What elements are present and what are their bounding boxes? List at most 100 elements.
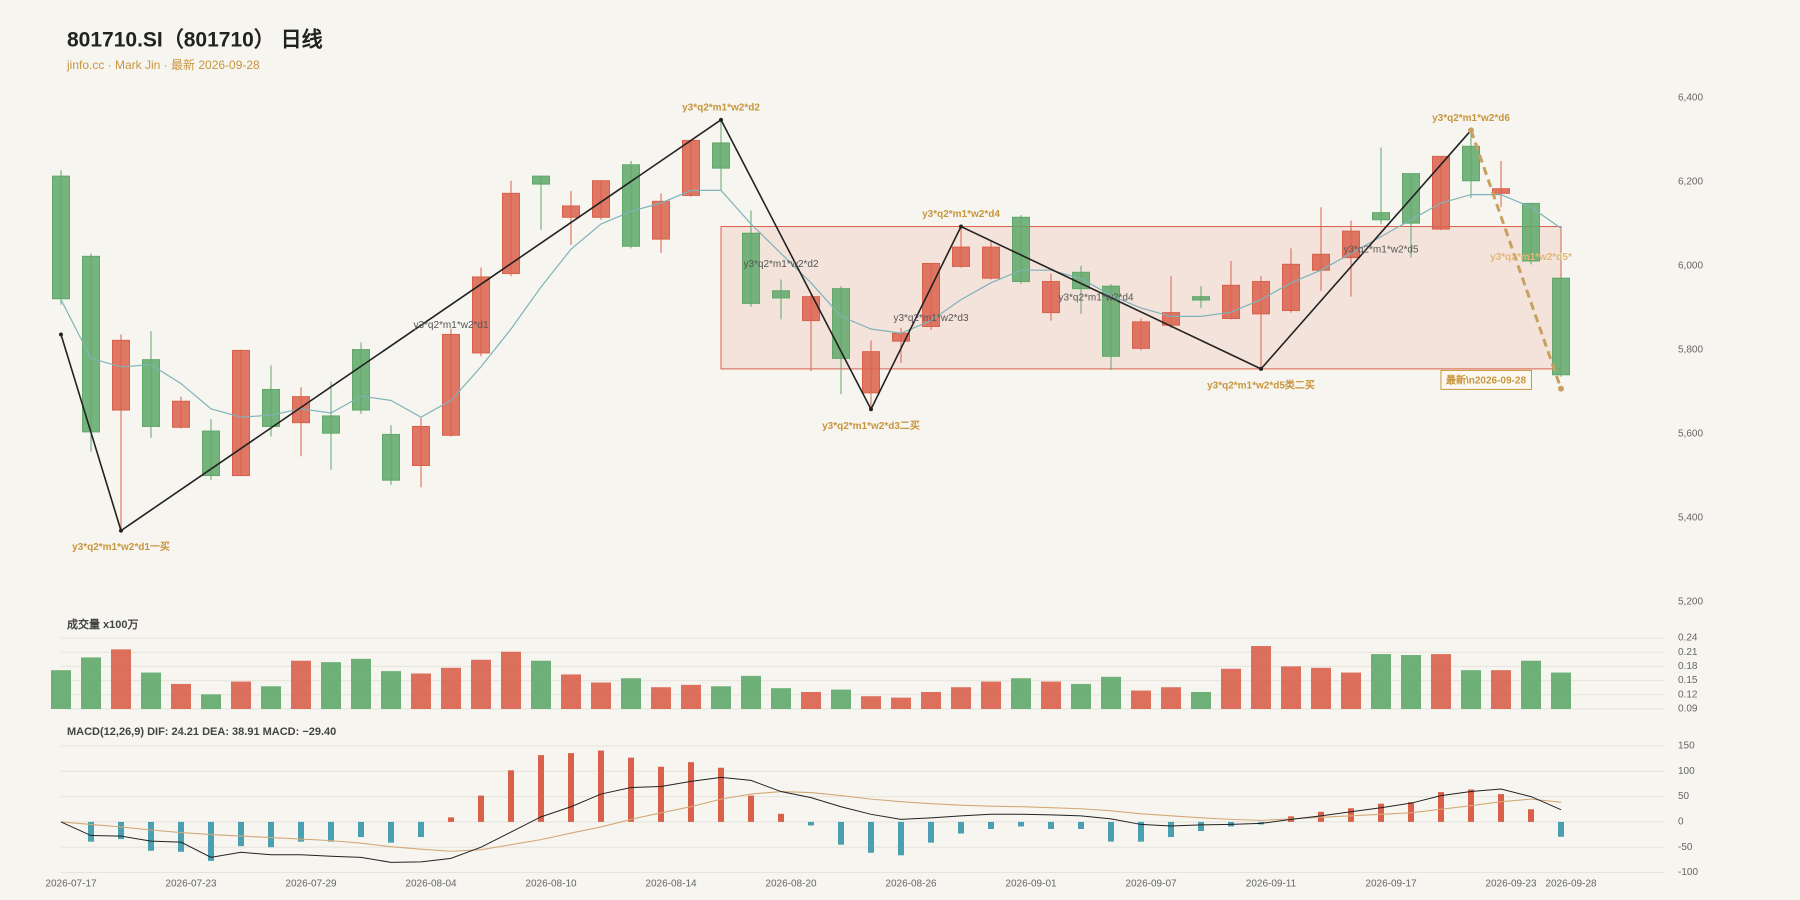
annotation: y3*q2*m1*w2*d4 [922,209,1000,220]
x-tick-label: 2026-07-29 [285,879,337,890]
volume-bar [381,671,401,709]
annotation: y3*q2*m1*w2*d3二买 [822,420,920,432]
x-tick-label: 2026-08-20 [765,879,817,890]
volume-bar [411,673,431,709]
candle-body [322,415,340,434]
volume-bar [771,688,791,709]
y-tick-label: 0.24 [1678,633,1698,644]
volume-bar [1161,687,1181,709]
volume-bar [201,694,221,709]
volume-bar [1251,646,1271,709]
volume-bar [741,675,761,709]
candle-body [412,425,430,467]
macd-bar [1168,821,1174,838]
x-tick-label: 2026-08-10 [525,879,577,890]
candle-body [82,255,100,433]
candle-body [1522,202,1540,262]
macd-bar [598,750,604,822]
macd-bar [958,821,964,834]
volume-bar [801,691,821,709]
candle-body [262,388,280,427]
candle-body [382,433,400,481]
volume-bar [831,689,851,709]
x-tick-label: 2026-09-28 [1545,879,1597,890]
volume-bar [1371,654,1391,709]
macd-bar [238,821,244,847]
dif-line [60,776,1562,863]
volume-bar [861,696,881,709]
macd-bar [478,795,484,822]
candle-body [1252,281,1270,315]
macd-bar [1108,821,1114,842]
x-tick-label: 2026-09-07 [1125,879,1177,890]
volume-bar [591,682,611,709]
annotation: y3*q2*m1*w2*d4 [1058,293,1133,304]
candle-body [1192,296,1210,301]
volume-bar [531,660,551,709]
volume-bar [471,659,491,709]
macd-bar [718,767,724,822]
macd-bar [1198,821,1204,832]
zigzag-point [119,528,123,533]
macd-bar [328,821,334,842]
macd-bar [568,753,574,822]
candle-body [532,175,550,185]
candle-body [562,205,580,218]
volume-bar [1221,668,1241,709]
macd-bar [208,821,214,861]
y-tick-label: 6,400 [1678,93,1703,104]
candle-body [472,276,490,354]
macd-bar [118,821,124,840]
volume-bar [1461,670,1481,709]
y-tick-label: 0.09 [1678,704,1698,715]
candle-body [1132,321,1150,349]
annotation: y3*q2*m1*w2*d1一买 [72,541,170,553]
volume-bar [1071,683,1091,709]
volume-bar [1401,655,1421,709]
volume-bar [711,686,731,709]
macd-bar [1078,821,1084,829]
annotation: 最新\n2026-09-28 [1446,373,1526,386]
candle-body [802,296,820,322]
macd-bar [1048,821,1054,829]
annotation: y3*q2*m1*w2*d2 [743,259,818,270]
macd-bar [1438,792,1444,822]
annotation: y3*q2*m1*w2*d5* [1490,252,1572,263]
macd-bar [508,770,514,822]
chart-subtitle: jinfo.cc · Mark Jin · 最新 2026-09-28 [66,57,260,72]
y-tick-label: 5,600 [1678,429,1703,440]
macd-bar [748,795,754,822]
candle-body [172,400,190,428]
projection-point [1468,127,1474,134]
x-tick-label: 2026-07-23 [165,879,217,890]
volume-bar [291,660,311,709]
y-tick-label: 150 [1678,741,1695,752]
volume-bar [951,687,971,709]
volume-bar [1131,690,1151,709]
volume-bar [51,670,71,709]
volume-bar [111,649,131,709]
macd-bar [658,766,664,822]
volume-bar [1341,672,1361,709]
macd-bar [538,755,544,822]
macd-bar [1018,821,1024,827]
volume-bar [261,686,281,709]
y-tick-label: 5,800 [1678,345,1703,356]
candle-body [1282,263,1300,312]
candle-body [352,349,370,411]
projection-line [1469,129,1563,390]
candle-body [142,359,160,427]
zigzag-point [719,117,723,122]
macd-bar [268,821,274,848]
y-tick-label: 50 [1678,791,1690,802]
annotation-box [1440,369,1532,390]
zigzag-point [59,332,63,337]
volume-bar [351,658,371,709]
candle-body [232,349,250,477]
macd-bar [148,821,154,851]
volume-bar [1281,666,1301,709]
volume-bar [1011,678,1031,709]
candle-body [1372,212,1390,221]
annotation: y3*q2*m1*w2*d2 [682,102,760,113]
